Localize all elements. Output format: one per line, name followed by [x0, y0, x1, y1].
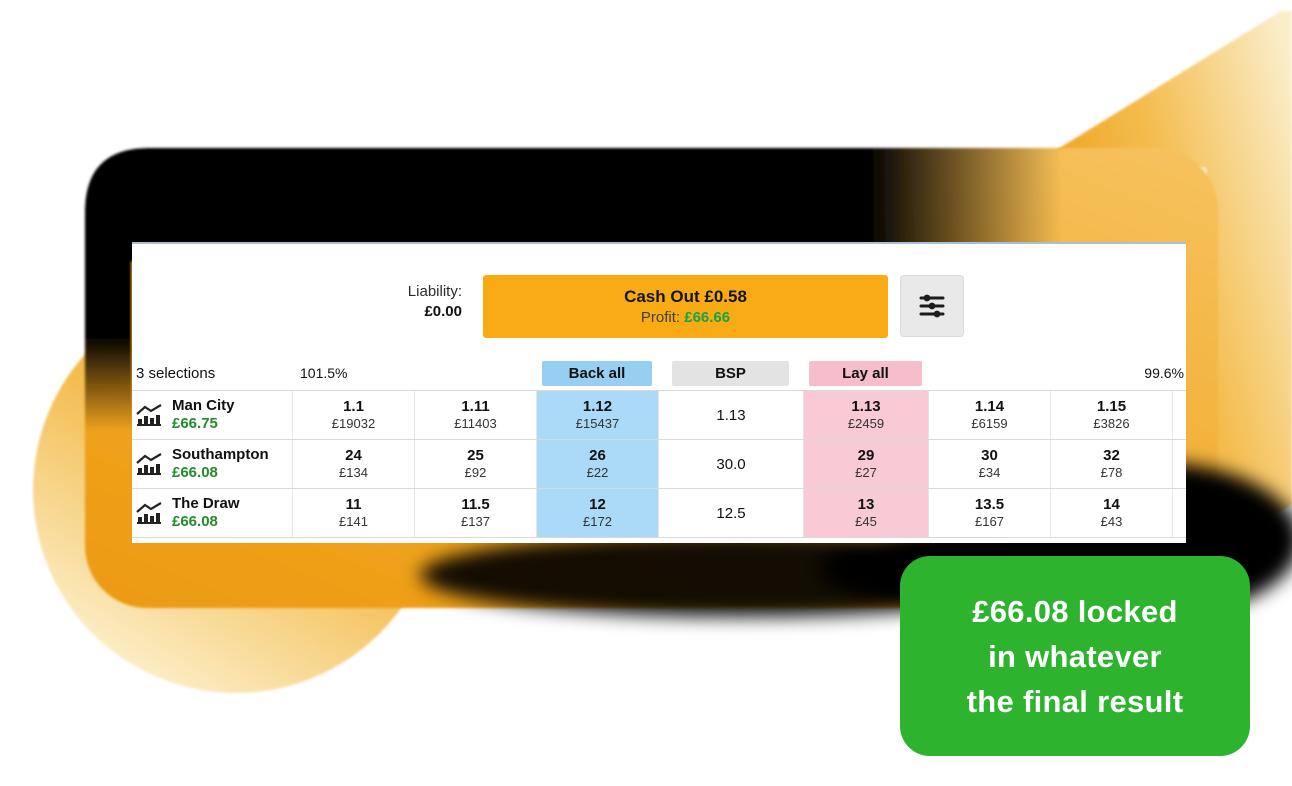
back-overround: 101.5%: [300, 365, 348, 381]
back-cell[interactable]: 1.1 £19032: [292, 391, 414, 439]
profit-label: Profit:: [640, 308, 681, 326]
price-chart-icon[interactable]: [135, 403, 165, 427]
selection-pnl: £66.08: [172, 513, 218, 530]
selection-name: Southampton: [172, 446, 268, 463]
cash-out-label: Cash Out £0.58: [624, 286, 747, 306]
lay-cell[interactable]: 1.14 £6159: [928, 391, 1050, 439]
lay-best-cell[interactable]: 29 £27: [803, 440, 928, 488]
price-chart-icon[interactable]: [135, 452, 165, 476]
betting-panel: Liability: £0.00 Cash Out £0.58 Profit: …: [132, 242, 1186, 543]
back-cell[interactable]: 24 £134: [292, 440, 414, 488]
bsp-cell: 30.0: [658, 440, 803, 488]
liability-label: Liability:: [407, 283, 462, 300]
back-cell[interactable]: 1.11 £11403: [414, 391, 536, 439]
table-row: Southampton £66.08 24 £134 25 £92 26 £22…: [132, 439, 1186, 488]
selection-pnl: £66.75: [172, 415, 218, 432]
liability-value: £0.00: [424, 303, 462, 320]
selection-cell: Man City £66.75: [132, 391, 292, 439]
lay-cell[interactable]: 1.15 £3826: [1050, 391, 1172, 439]
gold-ribbon: [1053, 11, 1292, 553]
table-row: Man City £66.75 1.1 £19032 1.11 £11403 1…: [132, 390, 1186, 439]
lay-all-button[interactable]: Lay all: [809, 360, 922, 386]
settings-button[interactable]: [900, 275, 964, 337]
sliders-icon: [919, 294, 945, 318]
selection-name: The Draw: [172, 495, 240, 512]
back-all-button[interactable]: Back all: [542, 360, 652, 386]
selection-pnl: £66.08: [172, 464, 218, 481]
liability-block: Liability: £0.00: [357, 282, 462, 322]
back-best-cell[interactable]: 26 £22: [536, 440, 658, 488]
lay-cell[interactable]: 30 £34: [928, 440, 1050, 488]
price-chart-icon[interactable]: [135, 501, 165, 525]
back-best-cell[interactable]: 1.12 £15437: [536, 391, 658, 439]
table-row: The Draw £66.08 11 £141 11.5 £137 12 £17…: [132, 488, 1186, 538]
selections-count: 3 selections: [136, 364, 216, 382]
cash-out-button[interactable]: Cash Out £0.58 Profit: £66.66: [483, 275, 888, 338]
back-best-cell[interactable]: 12 £172: [536, 489, 658, 537]
bsp-cell: 1.13: [658, 391, 803, 439]
market-table: Man City £66.75 1.1 £19032 1.11 £11403 1…: [132, 390, 1186, 538]
callout-badge: £66.08 locked in whatever the final resu…: [900, 556, 1250, 756]
callout-line: the final result: [966, 683, 1184, 719]
callout-line: £66.08 locked: [972, 593, 1178, 629]
bsp-header: BSP: [672, 360, 789, 386]
lay-cell[interactable]: 13.5 £167: [928, 489, 1050, 537]
lay-best-cell[interactable]: 13 £45: [803, 489, 928, 537]
selection-cell: Southampton £66.08: [132, 440, 292, 488]
selection-name: Man City: [172, 397, 235, 414]
callout-line: in whatever: [988, 638, 1162, 674]
back-cell[interactable]: 25 £92: [414, 440, 536, 488]
back-cell[interactable]: 11 £141: [292, 489, 414, 537]
lay-overround: 99.6%: [1144, 365, 1184, 381]
lay-cell[interactable]: 32 £78: [1050, 440, 1172, 488]
profit-value: £66.66: [684, 308, 731, 326]
selection-cell: The Draw £66.08: [132, 489, 292, 537]
lay-cell[interactable]: 14 £43: [1050, 489, 1172, 537]
market-header: 3 selections 101.5% Back all BSP Lay all…: [132, 358, 1186, 388]
cash-out-profit: Profit: £66.66: [641, 308, 730, 328]
back-cell[interactable]: 11.5 £137: [414, 489, 536, 537]
bsp-cell: 12.5: [658, 489, 803, 537]
lay-best-cell[interactable]: 1.13 £2459: [803, 391, 928, 439]
